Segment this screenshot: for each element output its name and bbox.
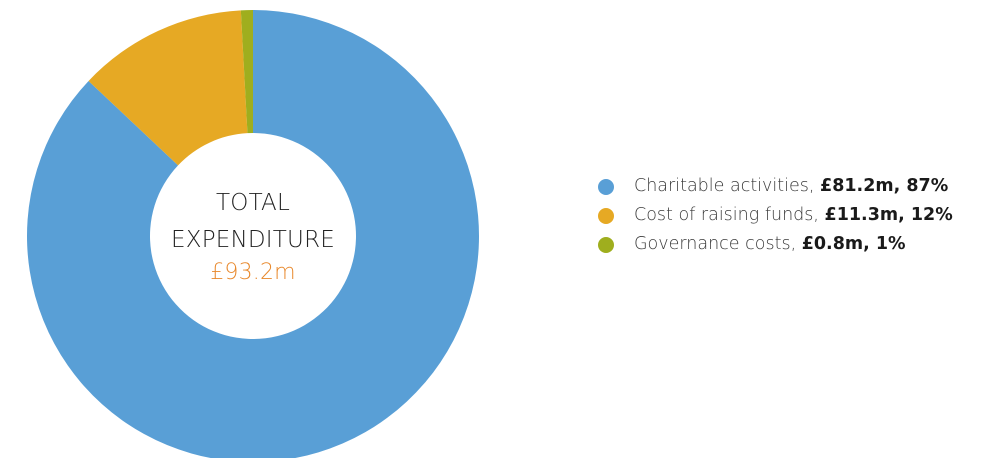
chart-legend: Charitable activities, £81.2m, 87% Cost …: [598, 172, 988, 259]
legend-series-amount: £11.3m: [824, 205, 899, 225]
legend-swatch: [598, 208, 614, 224]
legend-series-name: Governance costs: [634, 234, 791, 254]
legend-swatch: [598, 179, 614, 195]
center-title-line1: TOTAL: [216, 190, 290, 216]
donut-slice-governance-costs: [240, 10, 253, 134]
legend-series-percent: 12%: [910, 205, 953, 225]
legend-item-governance-costs: Governance costs, £0.8m, 1%: [598, 230, 988, 259]
legend-series-percent: 87%: [906, 176, 949, 196]
legend-item-cost-of-raising-funds: Cost of raising funds, £11.3m, 12%: [598, 201, 988, 230]
legend-series-name: Cost of raising funds: [634, 205, 814, 225]
donut-slice-cost-of-raising-funds: [88, 10, 248, 166]
donut-slice-charitable-activities: [27, 10, 479, 458]
legend-item-charitable-activities: Charitable activities, £81.2m, 87%: [598, 172, 988, 201]
center-total-amount: £93.2m: [210, 260, 296, 285]
legend-series-amount: £81.2m: [820, 176, 894, 196]
legend-series-amount: £0.8m: [801, 234, 864, 254]
donut-chart: [27, 10, 479, 458]
legend-swatch: [598, 237, 614, 253]
center-title-line2: EXPENDITURE: [171, 227, 335, 253]
legend-series-name: Charitable activities: [634, 176, 809, 196]
legend-series-percent: 1%: [875, 234, 906, 254]
